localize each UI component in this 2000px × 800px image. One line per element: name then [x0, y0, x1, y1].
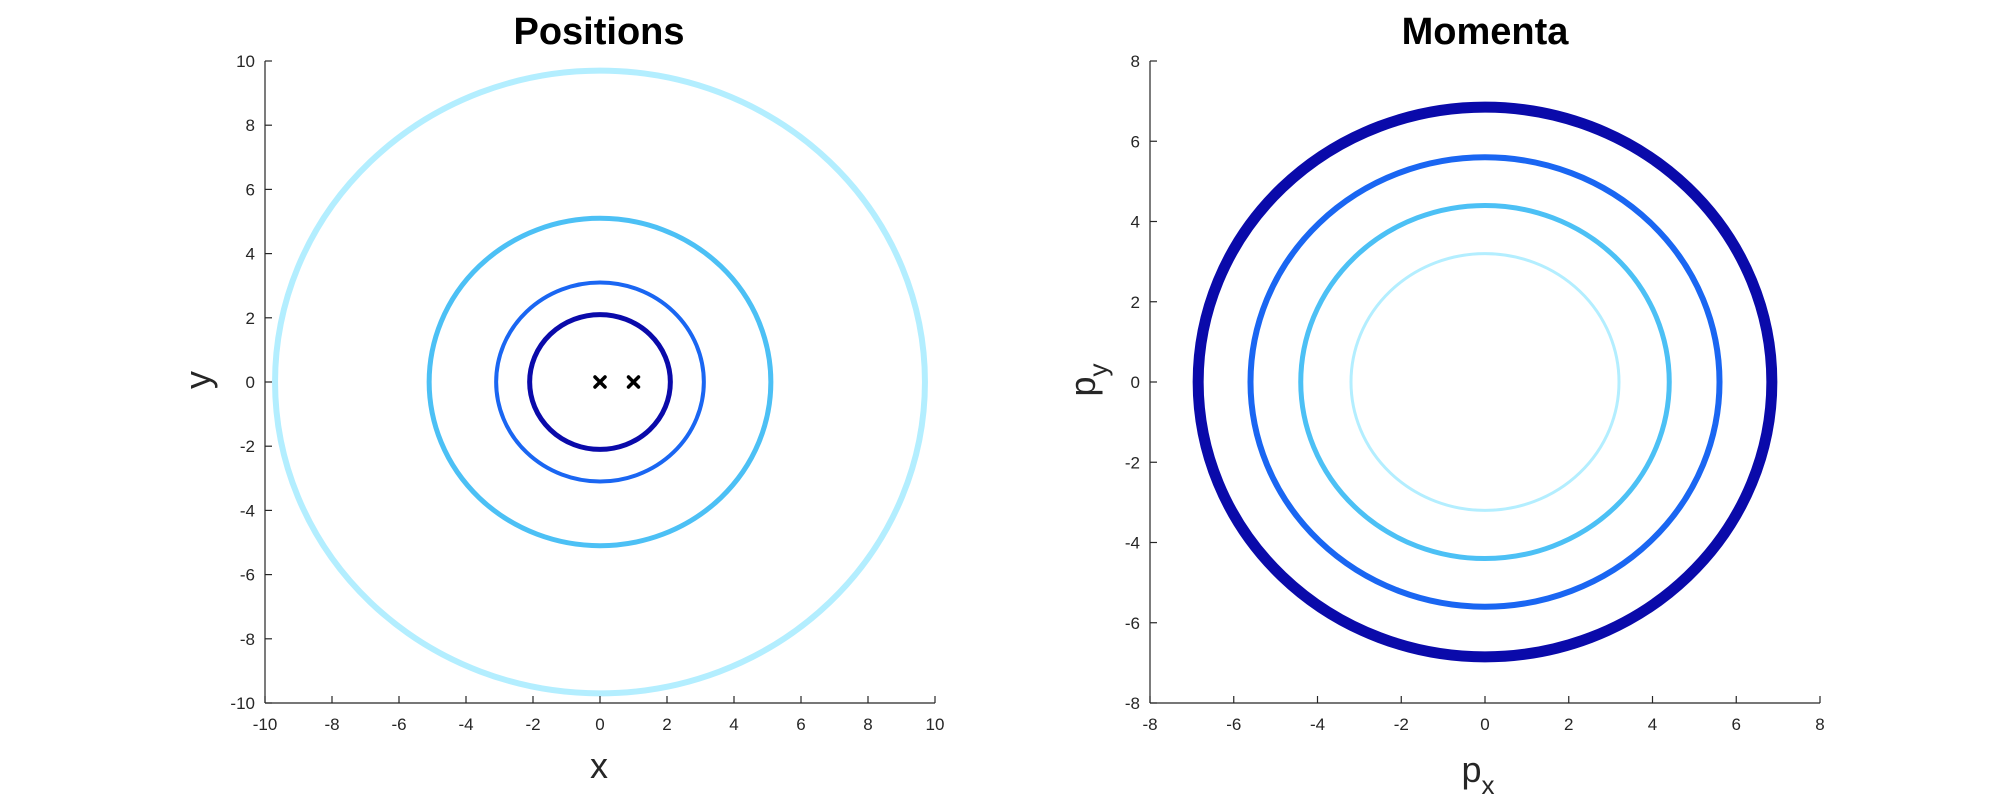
positions-orbit-3: [494, 280, 706, 484]
positions-y-tick-label: 0: [246, 373, 255, 392]
momenta-orbit-2: [1298, 202, 1672, 562]
positions-x-label: x: [590, 745, 608, 786]
positions-marker-stroke: [593, 375, 607, 389]
momenta-y-label: py: [1062, 363, 1113, 396]
positions-panel: Positions x y -10 -8 -6 -4 -2 0 2 4 6 8 10 -10 -8 -6 -…: [177, 11, 944, 786]
momenta-y-tick-label: -2: [1125, 453, 1140, 472]
momenta-x-tick-label: 6: [1732, 715, 1741, 734]
momenta-y-tick-label: -4: [1125, 534, 1140, 553]
momenta-x-tick-label: -4: [1310, 715, 1325, 734]
positions-y-label: y: [177, 371, 218, 389]
positions-y-tick-label: -4: [240, 501, 255, 520]
positions-x-tick-label: 6: [796, 715, 805, 734]
positions-marker-1: [593, 375, 607, 389]
positions-y-tick-label: 10: [236, 52, 255, 71]
positions-x-tick-label: -10: [253, 715, 278, 734]
positions-y-tick-label: 8: [246, 116, 255, 135]
positions-title: Positions: [513, 11, 684, 53]
positions-x-tick-label: 2: [662, 715, 671, 734]
momenta-y-label-base: p: [1062, 376, 1103, 396]
positions-y-tick-label: -2: [240, 437, 255, 456]
positions-x-tick-label: -8: [324, 715, 339, 734]
positions-x-tick-label: 4: [729, 715, 738, 734]
positions-x-tick-label: -4: [458, 715, 473, 734]
positions-x-tick-label: 0: [595, 715, 604, 734]
momenta-y-tick-label: 0: [1131, 373, 1140, 392]
momenta-x-tick-label: 8: [1815, 715, 1824, 734]
positions-y-tick-label: 6: [246, 180, 255, 199]
positions-marker-stroke: [626, 375, 641, 389]
momenta-orbit-1: [1349, 252, 1621, 512]
momenta-x-label-subscript: x: [1482, 770, 1495, 800]
momenta-y-tick-label: 8: [1131, 52, 1140, 71]
positions-y-tick-label: -6: [240, 566, 255, 585]
positions-x-tick-label: 8: [863, 715, 872, 734]
momenta-x-label-base: p: [1461, 749, 1481, 790]
momenta-x-tick-label: -8: [1142, 715, 1157, 734]
momenta-y-tick-label: 2: [1131, 293, 1140, 312]
momenta-x-tick-label: 2: [1564, 715, 1573, 734]
momenta-y-tick-label: -8: [1125, 694, 1140, 713]
positions-orbit-4: [527, 312, 673, 452]
positions-orbit-2: [426, 215, 774, 549]
momenta-x-tick-label: -6: [1226, 715, 1241, 734]
momenta-title: Momenta: [1402, 11, 1570, 53]
momenta-x-tick-label: -2: [1394, 715, 1409, 734]
positions-marker-2: [626, 375, 641, 389]
positions-y-tick-label: -8: [240, 630, 255, 649]
momenta-y-tick-label: 6: [1131, 132, 1140, 151]
positions-orbit-1: [272, 67, 928, 697]
positions-x-tick-label: -6: [391, 715, 406, 734]
momenta-x-label: px: [1461, 749, 1494, 800]
positions-x-tick-label: -2: [525, 715, 540, 734]
momenta-y-tick-label: 4: [1131, 213, 1140, 232]
momenta-orbit-3: [1247, 154, 1723, 610]
momenta-orbit-4: [1192, 101, 1778, 663]
momenta-y-label-subscript: y: [1083, 363, 1113, 376]
positions-y-tick-label: 2: [246, 309, 255, 328]
momenta-y-tick-label: -6: [1125, 614, 1140, 633]
positions-y-tick-label: 4: [246, 245, 255, 264]
positions-y-tick-label: -10: [230, 694, 255, 713]
momenta-x-tick-label: 4: [1648, 715, 1657, 734]
momenta-x-tick-label: 0: [1480, 715, 1489, 734]
positions-x-tick-label: 10: [926, 715, 945, 734]
